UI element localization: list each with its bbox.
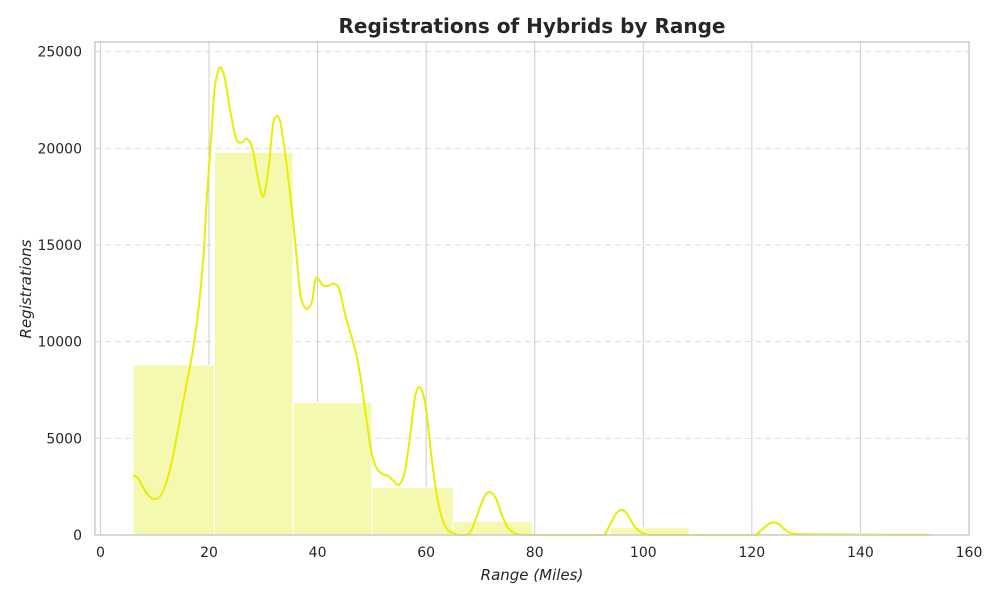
y-axis-ticks: 0 5000 10000 15000 20000 25000 bbox=[37, 45, 82, 544]
histogram-bar bbox=[452, 520, 533, 536]
kde-curve-group bbox=[132, 66, 932, 537]
y-tick-label: 25000 bbox=[37, 45, 82, 61]
kde-line bbox=[132, 66, 932, 537]
x-tick-label: 120 bbox=[738, 545, 765, 561]
x-tick-label: 100 bbox=[630, 545, 657, 561]
x-tick-label: 20 bbox=[200, 545, 218, 561]
y-tick-label: 5000 bbox=[46, 431, 82, 447]
x-tick-label: 40 bbox=[309, 545, 327, 561]
y-tick-label: 0 bbox=[73, 528, 82, 544]
chart-title: Registrations of Hybrids by Range bbox=[339, 14, 726, 38]
y-axis-label: Registrations bbox=[17, 239, 35, 338]
histogram-bar bbox=[610, 527, 690, 536]
x-tick-label: 160 bbox=[956, 545, 983, 561]
y-tick-label: 10000 bbox=[37, 335, 82, 351]
y-tick-label: 15000 bbox=[37, 238, 82, 254]
x-tick-label: 0 bbox=[96, 545, 105, 561]
y-tick-label: 20000 bbox=[37, 141, 82, 157]
plot-frame bbox=[94, 41, 970, 536]
x-tick-label: 140 bbox=[847, 545, 874, 561]
x-tick-label: 80 bbox=[526, 545, 544, 561]
histogram-bar bbox=[213, 151, 294, 536]
histogram-bar bbox=[292, 402, 373, 536]
x-axis-ticks: 0 20 40 60 80 100 120 140 160 bbox=[96, 545, 982, 561]
x-axis-label: Range (Miles) bbox=[481, 566, 584, 584]
x-tick-label: 60 bbox=[417, 545, 435, 561]
